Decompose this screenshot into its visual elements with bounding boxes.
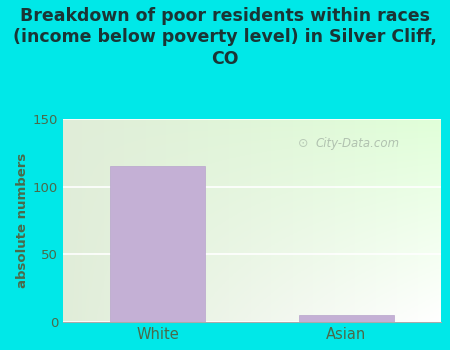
Bar xyxy=(299,315,394,322)
Y-axis label: absolute numbers: absolute numbers xyxy=(16,153,29,288)
Bar xyxy=(110,166,205,322)
Text: Breakdown of poor residents within races
(income below poverty level) in Silver : Breakdown of poor residents within races… xyxy=(13,7,437,68)
Text: ⊙: ⊙ xyxy=(298,137,308,150)
Text: City-Data.com: City-Data.com xyxy=(316,137,400,150)
